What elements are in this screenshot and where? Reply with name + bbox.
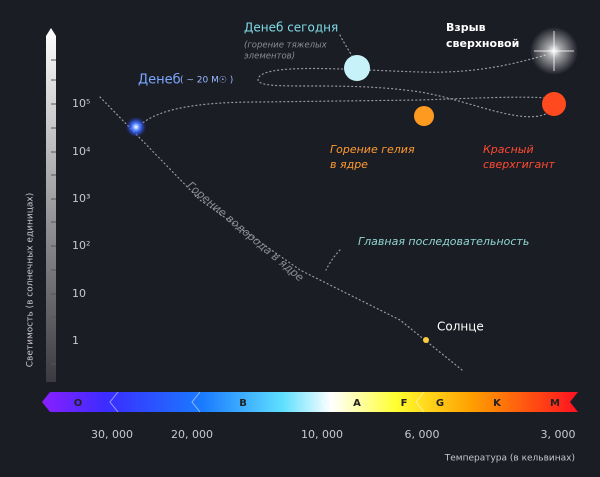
class-label: F: [401, 398, 408, 409]
label: Красный: [483, 143, 534, 156]
label: Денеб: [138, 73, 181, 88]
star-helium: [414, 106, 434, 126]
pointer: [339, 34, 353, 57]
x-tick: 30, 000: [91, 428, 133, 441]
evolution-loop: [257, 54, 553, 118]
class-label: G: [436, 398, 444, 409]
class-dividers: [109, 391, 425, 413]
label: Денеб сегодня: [244, 21, 338, 35]
label: Горение водорода в ядре: [184, 179, 306, 284]
supernova-flare: [534, 31, 574, 71]
class-label: K: [493, 398, 502, 409]
star-red-supergiant: [542, 92, 566, 116]
class-label: M: [550, 398, 560, 409]
luminosity-bar: [46, 28, 56, 382]
label: Главная последовательность: [358, 235, 529, 248]
class-label: A: [353, 398, 361, 409]
class-label: B: [239, 398, 247, 409]
x-tick: 20, 000: [171, 428, 213, 441]
label: (горение тяжелых: [244, 41, 328, 51]
spectrum-bar: [42, 392, 578, 412]
label: сверхновой: [446, 37, 519, 50]
x-tick: 10, 000: [301, 428, 343, 441]
y-tick: 10³: [72, 192, 90, 205]
evolution-path: [139, 96, 549, 126]
y-tick: 10: [72, 287, 86, 300]
y-tick: 10²: [72, 239, 90, 252]
x-tick: 6, 000: [405, 428, 440, 441]
x-tick: 3, 000: [541, 428, 576, 441]
label: в ядре: [330, 158, 368, 171]
label: элементов): [244, 52, 295, 62]
y-tick: 10⁴: [72, 145, 91, 158]
label: Солнце: [437, 320, 484, 334]
star-deneb: [126, 117, 146, 137]
pointer: [325, 249, 341, 271]
star-deneb-today: [344, 55, 370, 81]
y-tick: 10⁵: [72, 97, 90, 110]
label: Взрыв: [446, 21, 486, 34]
y-axis-label: Светимость (в солнечных единицах): [26, 193, 36, 368]
label: Горение гелия: [330, 143, 415, 156]
label: сверхгигант: [483, 158, 555, 171]
luminosity-ticks: [51, 59, 56, 365]
x-axis-label: Температура (в кельвинах): [444, 454, 575, 464]
star-sun: [423, 337, 429, 343]
y-tick: 1: [72, 334, 79, 347]
label: ( ~ 20 M☉ ): [180, 76, 233, 86]
class-label: O: [74, 398, 83, 409]
main-sequence-path: [99, 96, 463, 371]
